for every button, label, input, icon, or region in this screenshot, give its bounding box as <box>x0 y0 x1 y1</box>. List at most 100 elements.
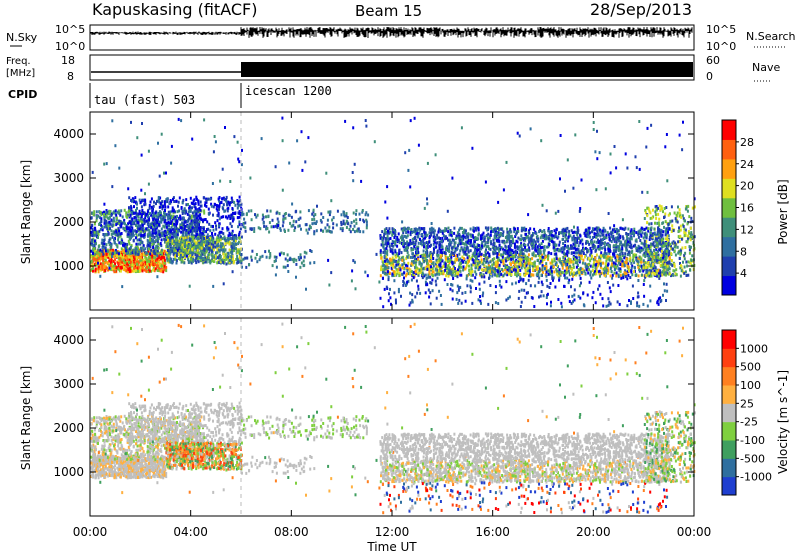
freq-unit: [MHz] <box>6 68 35 79</box>
power-cell <box>231 219 234 223</box>
power-cell <box>352 228 355 231</box>
power-cell <box>91 227 94 231</box>
power-cell <box>517 273 520 277</box>
power-cell <box>445 274 448 278</box>
power-cell <box>195 197 198 201</box>
power-cell <box>204 203 206 207</box>
power-cell <box>465 263 468 267</box>
power-cell <box>643 274 646 278</box>
power-cell <box>308 227 311 231</box>
power-cell <box>126 267 129 271</box>
power-cell <box>126 270 129 274</box>
power-cell <box>226 209 229 213</box>
power-cell <box>158 220 161 224</box>
power-cell <box>101 238 104 242</box>
power-cell <box>147 243 150 247</box>
power-cell <box>226 226 229 230</box>
power-cell <box>502 188 505 192</box>
power-cell <box>195 236 198 240</box>
power-cell <box>239 227 242 231</box>
power-cell <box>148 206 151 210</box>
power-cell <box>119 234 122 238</box>
power-cell <box>219 201 221 205</box>
power-cell <box>140 253 143 257</box>
power-cell <box>152 214 154 218</box>
power-cell <box>168 228 171 232</box>
power-cell <box>259 227 262 231</box>
power-cell <box>255 215 258 219</box>
power-cell <box>149 200 152 204</box>
power-cell <box>120 237 123 241</box>
power-cell <box>335 223 338 227</box>
power-cell <box>208 247 211 251</box>
power-cell <box>156 269 159 272</box>
power-cell <box>138 209 141 213</box>
power-cell <box>175 224 178 227</box>
power-cell <box>179 217 182 221</box>
power-cell <box>282 252 285 256</box>
power-cell <box>111 185 114 189</box>
power-cell <box>166 242 169 246</box>
power-cell <box>313 230 316 234</box>
power-cell <box>187 244 189 248</box>
power-cell <box>168 213 170 217</box>
power-cell <box>526 256 529 260</box>
power-cell <box>97 270 100 274</box>
power-cell <box>516 265 519 269</box>
power-cell <box>209 229 212 233</box>
power-cell <box>605 259 608 263</box>
power-cell <box>108 211 111 215</box>
power-cell <box>451 176 454 180</box>
power-cell <box>161 252 163 256</box>
power-cell <box>156 199 158 203</box>
power-cell <box>154 218 157 222</box>
power-cell <box>136 245 139 249</box>
power-cell <box>159 202 162 205</box>
power-cell <box>116 210 119 214</box>
power-cell <box>407 168 410 172</box>
power-cell <box>284 265 287 269</box>
power-cell <box>541 260 544 264</box>
power-cell <box>130 232 133 236</box>
power-cell <box>499 270 501 274</box>
power-cell <box>159 196 162 200</box>
power-cell <box>117 238 120 242</box>
power-cell <box>117 209 120 213</box>
power-cell <box>162 224 165 228</box>
power-cell <box>254 213 256 217</box>
power-cell <box>401 220 404 224</box>
power-cell <box>141 227 144 231</box>
power-cell <box>541 268 544 272</box>
power-cell <box>559 270 562 274</box>
power-cell <box>446 209 449 213</box>
power-cell <box>199 253 202 257</box>
power-cell <box>572 186 575 190</box>
power-cell <box>142 233 145 237</box>
power-cell <box>256 213 259 217</box>
power-cell <box>298 258 301 262</box>
power-cell <box>274 273 277 277</box>
power-cell <box>436 253 439 257</box>
power-cell <box>135 242 138 246</box>
power-cell <box>143 268 146 272</box>
power-cell <box>388 272 391 275</box>
power-cell <box>183 227 186 231</box>
power-cell <box>329 210 332 214</box>
power-cell <box>293 229 296 232</box>
power-cell <box>181 257 183 261</box>
power-cell <box>575 273 578 277</box>
power-cell <box>353 260 356 264</box>
power-cell <box>202 218 204 222</box>
power-cell <box>163 256 166 260</box>
power-cell <box>496 274 498 278</box>
power-cell <box>185 254 188 258</box>
power-cell <box>97 248 100 252</box>
power-cell <box>208 222 211 226</box>
power-cell <box>435 283 438 287</box>
power-cell <box>273 259 276 263</box>
power-cell <box>632 253 635 257</box>
power-cell <box>198 243 201 247</box>
power-cell <box>284 212 287 215</box>
power-cell <box>102 261 105 265</box>
power-cell <box>153 269 156 273</box>
